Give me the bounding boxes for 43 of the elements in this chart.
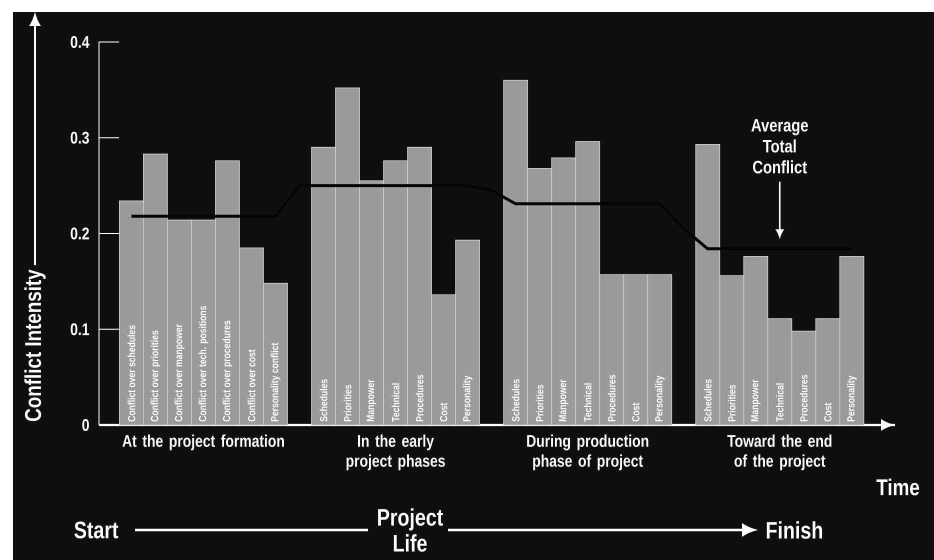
x-tick-label: Procedures <box>416 374 424 422</box>
x-tick-label: Technical <box>776 383 784 422</box>
x-tick-label: Technical <box>584 383 592 422</box>
text: At the project formation <box>122 434 284 450</box>
x-tick-label: Schedules <box>320 379 328 422</box>
x-tick-label: Manpower <box>558 380 568 422</box>
text: Finish <box>766 521 822 539</box>
y-tick-label: 0.2 <box>70 227 89 240</box>
text: Average Total Conflict <box>751 119 808 174</box>
text: Start <box>74 522 118 538</box>
x-tick-label: Conflict over cost <box>248 349 256 422</box>
x-tick-label: Procedures <box>800 374 808 422</box>
x-tick-label: Priorities <box>728 384 736 422</box>
y-tick-label: 0 <box>82 418 89 431</box>
y-tick-label: 0.4 <box>70 36 90 48</box>
x-tick-label: Manpower <box>366 380 376 422</box>
x-tick-label: Cost <box>824 402 832 422</box>
x-tick-label: Conflict over manpower <box>174 324 184 422</box>
x-tick-label: Priorities <box>344 384 352 422</box>
x-tick-label: Personality <box>654 376 665 422</box>
y-tick-label: 0.3 <box>70 132 89 144</box>
x-tick-label: Schedules <box>704 379 712 422</box>
x-tick-label: Personality <box>462 376 472 422</box>
x-tick-label: Conflict over priorities <box>150 330 160 422</box>
x-tick-label: Procedures <box>608 374 616 422</box>
x-tick-label: Conflict over tech. positions <box>198 306 208 422</box>
x-tick-label: Conflict over procedures <box>222 320 232 422</box>
text: Toward the end of the project <box>727 434 832 470</box>
x-tick-label: Personality <box>846 376 857 422</box>
x-tick-label: Conflict over schedules <box>128 325 136 422</box>
x-tick-label: Technical <box>392 383 400 422</box>
x-tick-label: Priorities <box>536 384 544 422</box>
y-tick-label: 0.1 <box>70 323 90 336</box>
text: During production phase of project <box>527 434 648 470</box>
x-tick-label: Cost <box>440 402 448 422</box>
x-axis-title: Time <box>876 478 920 496</box>
x-tick-label: Manpower <box>751 380 760 422</box>
x-tick-label: Schedules <box>512 379 520 422</box>
x-tick-label: Cost <box>632 402 640 422</box>
text: Project Life <box>378 508 444 552</box>
x-tick-label: Personality conflict <box>270 342 280 422</box>
text: In the early project phases <box>346 434 445 470</box>
y-axis-title: Conflict Intensity <box>24 269 46 422</box>
